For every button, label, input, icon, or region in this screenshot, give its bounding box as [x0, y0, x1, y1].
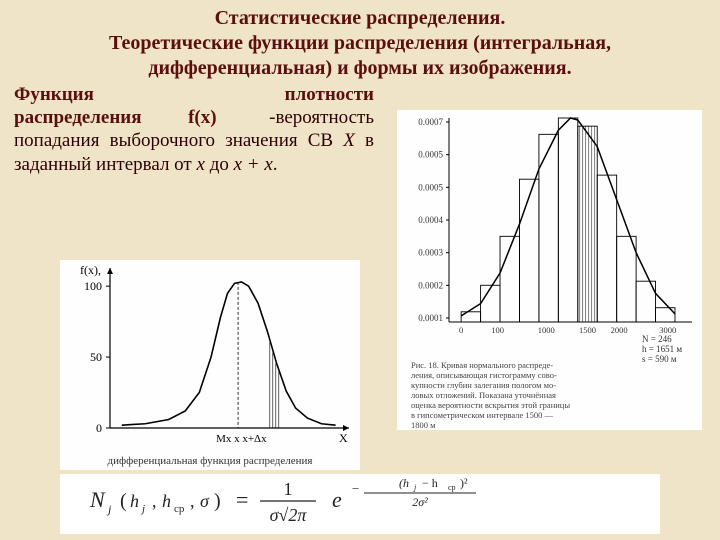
svg-text:1000: 1000 [538, 325, 555, 335]
svg-text:h = 1651 м: h = 1651 м [642, 344, 682, 354]
svg-text:0: 0 [96, 421, 102, 435]
right-chart: 0.0007 0.0005 0.0005 0.0004 0.0003 0.0002 0.00… [397, 110, 702, 430]
svg-text:0.0005: 0.0005 [418, 182, 443, 192]
svg-text:в гипсометрическом интервале 1: в гипсометрическом интервале 1500 — [411, 410, 554, 420]
svg-text:s = 590 м: s = 590 м [642, 354, 677, 364]
svg-text:cp: cp [174, 503, 185, 515]
svg-text:ловых отложений. Показана уточ: ловых отложений. Показана уточнённая [411, 390, 556, 400]
title: Статистические распределения. Теоретичес… [0, 0, 720, 81]
svg-text:дифференциальная функция распр: дифференциальная функция распределения [108, 455, 313, 467]
svg-text:0.0004: 0.0004 [418, 215, 443, 225]
svg-text:100: 100 [491, 325, 504, 335]
body-word: Функция [14, 84, 94, 105]
svg-text:j: j [413, 483, 417, 492]
svg-text:0.0003: 0.0003 [418, 248, 443, 258]
svg-text:e: e [332, 487, 342, 512]
svg-text:X: X [339, 431, 348, 445]
svg-text:h: h [162, 491, 171, 511]
svg-text:j: j [140, 503, 145, 515]
formula: Nj(hj,hcp,σ)=1σ√2πe−(hj − hcp)²2σ² [60, 474, 660, 534]
svg-text:)²: )² [460, 476, 468, 490]
body-word: до [205, 154, 234, 175]
svg-text:Mx x x+Δx: Mx x x+Δx [216, 433, 267, 445]
svg-text:N: N [89, 487, 106, 512]
body-word: попадания выборочного значения СВ [14, 130, 343, 151]
svg-text:,: , [190, 491, 195, 511]
body-word: х [197, 154, 205, 175]
title-line-2: Теоретические функции распределения (инт… [20, 31, 700, 56]
svg-text:1500: 1500 [579, 325, 596, 335]
svg-text:σ√2π: σ√2π [270, 505, 308, 525]
svg-text:оценка вероятности вскрытия эт: оценка вероятности вскрытия этой границы [411, 400, 570, 410]
svg-text:σ: σ [200, 491, 210, 511]
svg-text:h: h [130, 491, 139, 511]
svg-text:0: 0 [459, 325, 463, 335]
title-line-3: дифференциальная) и формы их изображения… [20, 56, 700, 81]
svg-text:0.0001: 0.0001 [418, 313, 443, 323]
svg-text:− h: − h [422, 476, 438, 490]
svg-text:=: = [236, 487, 248, 512]
body-word: Х [343, 130, 355, 151]
svg-text:−: − [352, 481, 359, 496]
svg-text:cp: cp [448, 483, 456, 492]
svg-text:0.0002: 0.0002 [418, 280, 443, 290]
body-paragraph: Функция плотности распределения f(x) -ве… [0, 81, 388, 176]
body-word: распределения [14, 107, 142, 128]
svg-text:): ) [214, 490, 221, 512]
svg-text:2000: 2000 [611, 325, 628, 335]
svg-text:2σ²: 2σ² [412, 495, 428, 509]
svg-text:1800 м: 1800 м [411, 420, 436, 430]
svg-text:(: ( [120, 490, 127, 512]
svg-text:f(x),: f(x), [80, 263, 101, 277]
svg-text:100: 100 [84, 279, 102, 293]
svg-text:Рис. 18. Кривая нормального ра: Рис. 18. Кривая нормального распреде- [411, 360, 553, 370]
title-line-1: Статистические распределения. [20, 6, 700, 31]
svg-text:1: 1 [284, 479, 293, 499]
body-word: -вероятность [269, 107, 374, 128]
svg-text:ления, описывающая гистограмму: ления, описывающая гистограмму сово- [411, 370, 557, 380]
svg-text:50: 50 [90, 350, 102, 364]
body-word: . [273, 154, 278, 175]
svg-text:N = 246: N = 246 [642, 334, 672, 344]
body-word: f(x) [188, 107, 216, 128]
body-word: плотности [285, 84, 374, 105]
svg-text:0.0007: 0.0007 [418, 117, 443, 127]
svg-text:купности глубин залегания поло: купности глубин залегания пологом мо- [411, 380, 556, 390]
body-word: х + х [234, 154, 273, 175]
svg-text:,: , [152, 491, 157, 511]
svg-text:0.0005: 0.0005 [418, 150, 443, 160]
svg-text:(h: (h [399, 476, 409, 490]
left-chart: 0 50 100 f(x), Mx x x+Δx Xдифференциальная фу… [60, 260, 360, 470]
svg-text:j: j [106, 502, 112, 516]
